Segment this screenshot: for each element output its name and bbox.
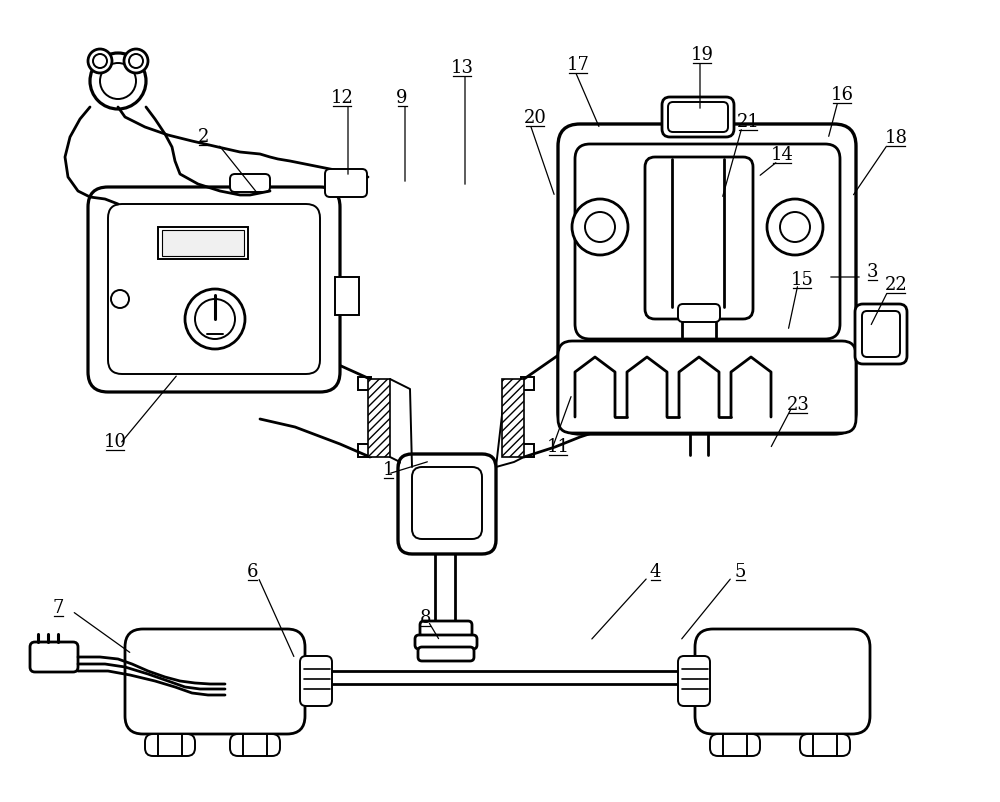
FancyBboxPatch shape bbox=[300, 656, 332, 706]
Text: 23: 23 bbox=[787, 395, 809, 414]
FancyBboxPatch shape bbox=[230, 175, 270, 192]
Bar bbox=[162, 231, 244, 257]
Bar bbox=[335, 277, 359, 316]
FancyBboxPatch shape bbox=[420, 622, 472, 638]
Text: 2: 2 bbox=[197, 128, 209, 146]
Text: 12: 12 bbox=[331, 89, 353, 107]
FancyBboxPatch shape bbox=[678, 305, 720, 322]
FancyBboxPatch shape bbox=[558, 342, 856, 433]
Text: 8: 8 bbox=[419, 608, 431, 626]
Bar bbox=[521, 444, 534, 457]
FancyBboxPatch shape bbox=[325, 170, 367, 198]
Circle shape bbox=[572, 200, 628, 256]
Text: 6: 6 bbox=[246, 562, 258, 581]
FancyBboxPatch shape bbox=[662, 98, 734, 138]
Circle shape bbox=[129, 55, 143, 69]
FancyBboxPatch shape bbox=[145, 734, 195, 756]
FancyBboxPatch shape bbox=[645, 158, 753, 320]
FancyBboxPatch shape bbox=[558, 125, 856, 435]
Text: 11: 11 bbox=[546, 437, 570, 456]
Text: 5: 5 bbox=[734, 562, 746, 581]
Circle shape bbox=[780, 213, 810, 243]
Bar bbox=[521, 378, 534, 391]
Circle shape bbox=[195, 300, 235, 339]
Text: 18: 18 bbox=[885, 129, 908, 147]
Text: 16: 16 bbox=[830, 86, 854, 104]
Bar bbox=[368, 379, 390, 457]
FancyBboxPatch shape bbox=[800, 734, 850, 756]
Text: 15: 15 bbox=[791, 270, 813, 289]
FancyBboxPatch shape bbox=[412, 468, 482, 539]
Circle shape bbox=[90, 54, 146, 110]
FancyBboxPatch shape bbox=[855, 305, 907, 365]
Circle shape bbox=[585, 213, 615, 243]
Bar bbox=[358, 378, 371, 391]
FancyBboxPatch shape bbox=[710, 734, 760, 756]
Circle shape bbox=[767, 200, 823, 256]
Text: 4: 4 bbox=[649, 562, 661, 581]
Text: 7: 7 bbox=[52, 598, 64, 616]
FancyBboxPatch shape bbox=[230, 734, 280, 756]
Circle shape bbox=[93, 55, 107, 69]
Text: 14: 14 bbox=[771, 146, 793, 164]
Bar bbox=[358, 444, 371, 457]
FancyBboxPatch shape bbox=[668, 103, 728, 133]
Circle shape bbox=[185, 290, 245, 350]
Text: 17: 17 bbox=[567, 56, 589, 74]
Text: 9: 9 bbox=[396, 89, 408, 107]
Text: 3: 3 bbox=[866, 263, 878, 281]
Text: 1: 1 bbox=[382, 460, 394, 479]
FancyBboxPatch shape bbox=[862, 312, 900, 358]
FancyBboxPatch shape bbox=[418, 647, 474, 661]
FancyBboxPatch shape bbox=[88, 188, 340, 392]
Text: 10: 10 bbox=[104, 432, 127, 451]
FancyBboxPatch shape bbox=[575, 145, 840, 339]
FancyBboxPatch shape bbox=[398, 455, 496, 554]
FancyBboxPatch shape bbox=[678, 656, 710, 706]
Text: 19: 19 bbox=[690, 46, 714, 64]
Circle shape bbox=[100, 64, 136, 100]
Text: 21: 21 bbox=[737, 113, 759, 131]
Bar bbox=[502, 379, 524, 457]
Bar bbox=[158, 228, 248, 260]
Text: 22: 22 bbox=[885, 276, 907, 294]
FancyBboxPatch shape bbox=[695, 630, 870, 734]
Text: 13: 13 bbox=[451, 59, 474, 77]
FancyBboxPatch shape bbox=[108, 205, 320, 375]
FancyBboxPatch shape bbox=[125, 630, 305, 734]
FancyBboxPatch shape bbox=[30, 642, 78, 672]
Circle shape bbox=[88, 50, 112, 74]
Circle shape bbox=[111, 290, 129, 309]
FancyBboxPatch shape bbox=[415, 635, 477, 649]
Circle shape bbox=[124, 50, 148, 74]
Text: 20: 20 bbox=[524, 109, 546, 127]
